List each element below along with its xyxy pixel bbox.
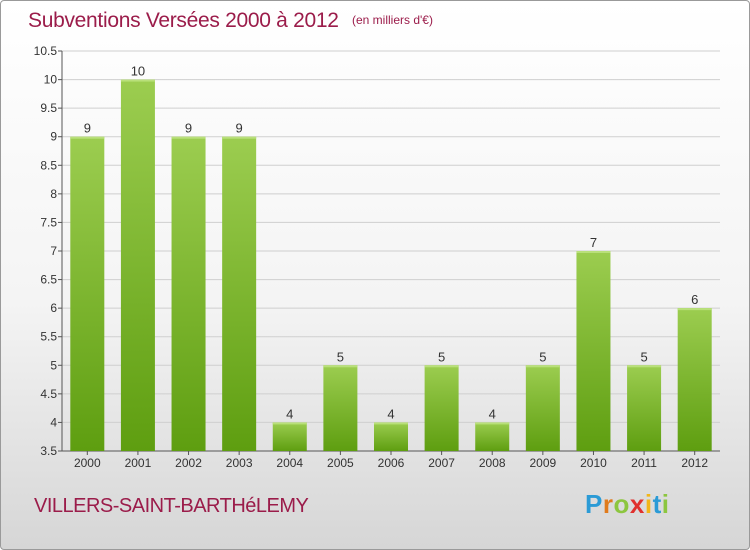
y-tick-label: 7	[50, 244, 57, 258]
y-tick-label: 10.5	[34, 44, 58, 58]
bar	[171, 136, 206, 451]
data-label: 5	[337, 349, 344, 364]
bar	[70, 136, 105, 451]
commune-name: VILLERS-SAINT-BARTHéLEMY	[34, 495, 309, 517]
logo-letter: i	[661, 489, 670, 519]
bar	[374, 422, 408, 451]
y-tick-label: 4.5	[40, 387, 57, 401]
bar-highlight	[576, 251, 611, 253]
y-tick-label: 5	[50, 358, 57, 372]
bar-highlight	[525, 365, 560, 368]
data-label: 9	[84, 121, 91, 136]
y-tick-label: 7.5	[40, 215, 57, 229]
bar	[525, 365, 560, 451]
bar-highlight	[374, 422, 408, 425]
data-label: 7	[590, 235, 597, 250]
bar	[475, 422, 510, 451]
x-tick-label: 2006	[378, 456, 405, 470]
gridlines	[62, 50, 720, 452]
y-tick-label: 6.5	[40, 273, 57, 287]
logo-letter: x	[629, 489, 645, 519]
x-tick-label: 2001	[125, 456, 152, 470]
bar-highlight	[475, 422, 510, 425]
y-tick-label: 10	[44, 73, 58, 87]
bar	[627, 365, 662, 451]
x-tick-label: 2000	[74, 456, 101, 470]
y-tick-label: 4	[50, 415, 57, 429]
x-tick-label: 2003	[226, 456, 253, 470]
bar-highlight	[323, 365, 358, 368]
x-tick-label: 2012	[681, 456, 708, 470]
axes	[58, 50, 720, 455]
y-tick-label: 3.5	[40, 444, 57, 458]
y-tick-label: 5.5	[40, 330, 57, 344]
bar-highlight	[677, 308, 712, 311]
labels: 3.5 4 4.5 5 5.5 6 6.5 7 7.5 8 8.5 9 9.5 10 10.5 9 2000 10…	[34, 44, 709, 470]
logo-letter: t	[652, 489, 662, 519]
bar	[424, 365, 459, 451]
proxiti-logo[interactable]: Proxiti	[585, 489, 669, 520]
y-tick-label: 8.5	[40, 158, 57, 172]
data-label: 6	[691, 292, 698, 307]
data-label: 4	[489, 406, 496, 421]
data-label: 4	[286, 406, 293, 421]
data-label: 5	[438, 349, 445, 364]
bar-highlight	[424, 365, 459, 368]
logo-letter: r	[602, 489, 614, 519]
x-tick-label: 2008	[479, 456, 506, 470]
x-tick-label: 2007	[428, 456, 455, 470]
y-tick-label: 6	[50, 301, 57, 315]
y-tick-label: 9.5	[40, 101, 57, 115]
y-tick-label: 8	[50, 187, 57, 201]
logo-letter: i	[644, 489, 653, 519]
data-label: 4	[387, 406, 394, 421]
x-tick-label: 2011	[631, 456, 657, 470]
data-label: 10	[131, 64, 145, 79]
bar	[323, 365, 358, 451]
bar-highlight	[272, 422, 307, 425]
logo-letter: P	[585, 489, 603, 519]
data-label: 5	[539, 349, 546, 364]
unit-note: (en milliers d'€)	[352, 13, 433, 27]
bar	[222, 136, 257, 451]
bar-highlight	[171, 136, 206, 139]
data-label: 9	[236, 121, 243, 136]
bar	[677, 308, 712, 451]
x-tick-label: 2009	[529, 456, 556, 470]
bar-highlight	[627, 365, 662, 368]
data-label: 9	[185, 121, 192, 136]
x-tick-label: 2004	[276, 456, 303, 470]
data-label: 5	[640, 349, 647, 364]
bar	[272, 422, 307, 451]
bars	[70, 79, 712, 452]
bar-highlight	[120, 79, 155, 82]
logo-letter: o	[613, 489, 630, 519]
x-tick-label: 2005	[327, 456, 354, 470]
x-tick-label: 2002	[175, 456, 202, 470]
x-tick-label: 2010	[580, 456, 607, 470]
bar-highlight	[222, 136, 257, 139]
bar-highlight	[70, 136, 105, 139]
bar	[120, 79, 155, 452]
bar	[576, 251, 611, 451]
y-tick-label: 9	[50, 130, 57, 144]
chart-title: Subventions Versées 2000 à 2012	[28, 9, 339, 32]
